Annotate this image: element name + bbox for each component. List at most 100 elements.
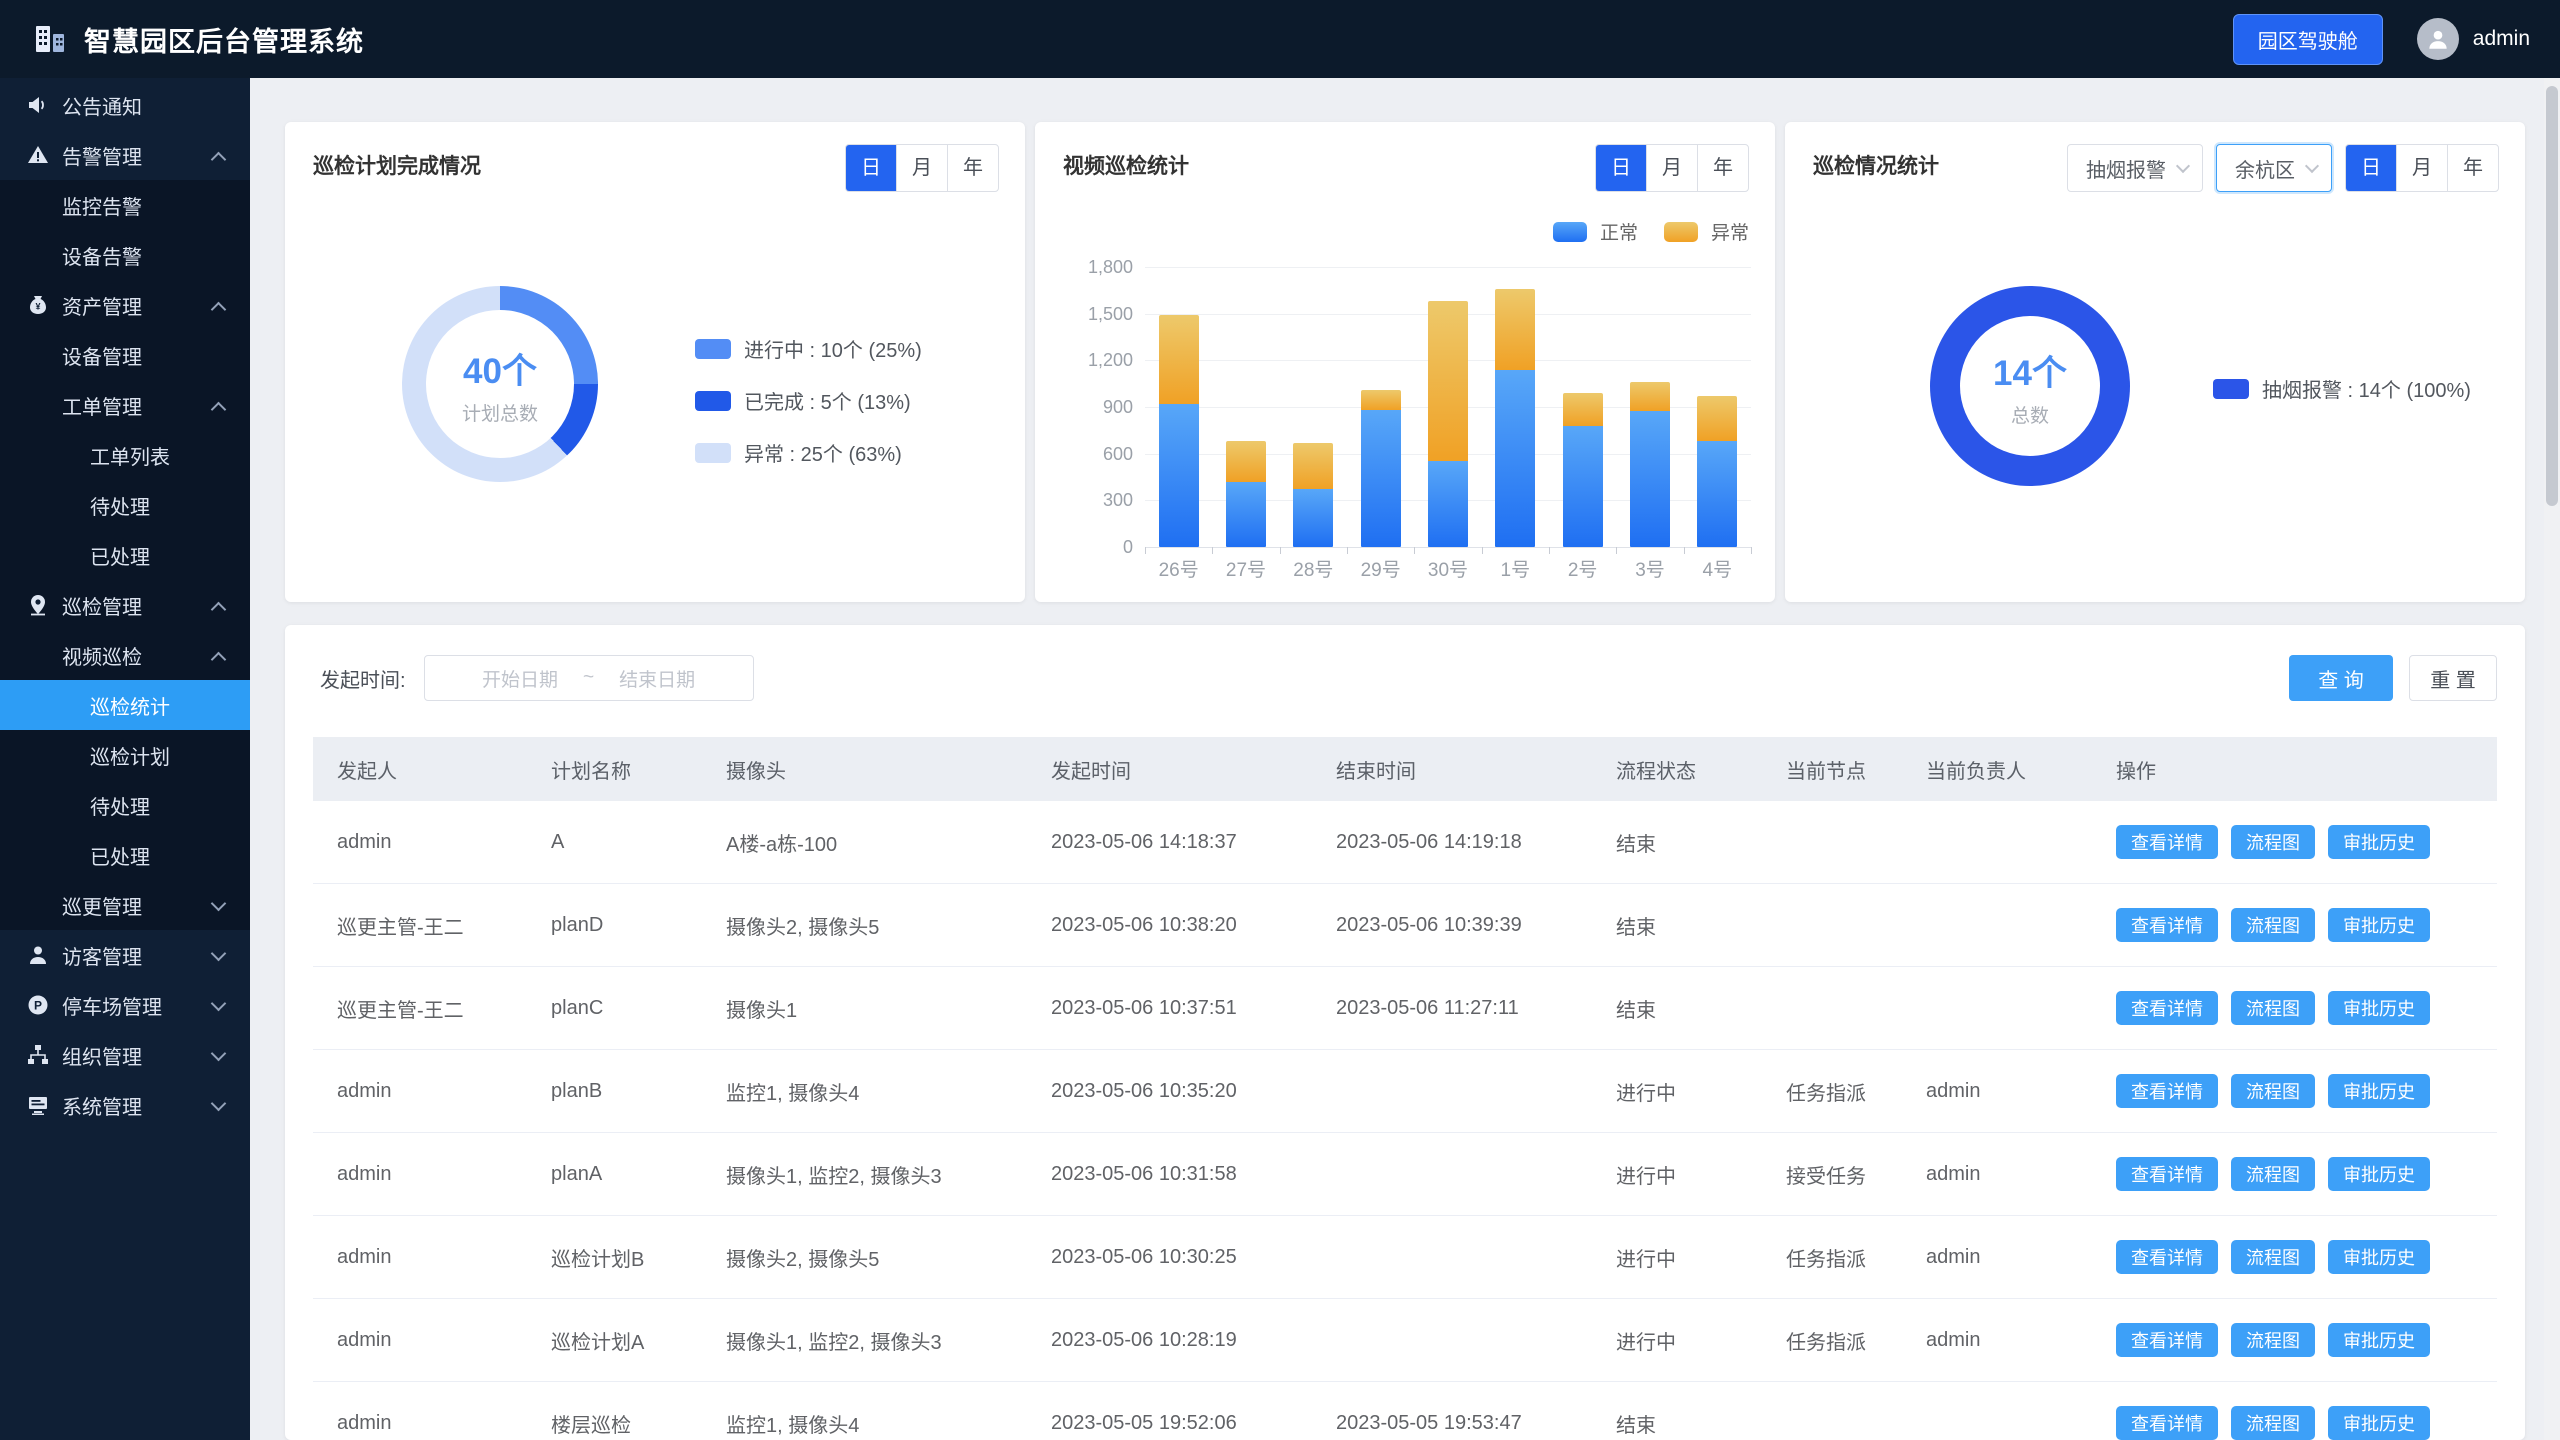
view-details-button[interactable]: 查看详情 <box>2116 1157 2218 1191</box>
sidebar-item[interactable]: 工单列表 <box>0 430 250 480</box>
period-toggle: 日月年 <box>1595 144 1749 192</box>
sidebar-item[interactable]: 公告通知 <box>0 80 250 130</box>
sidebar-item[interactable]: 告警管理 <box>0 130 250 180</box>
period-tab-2[interactable]: 年 <box>2447 145 2498 191</box>
bar-3号 <box>1630 382 1670 547</box>
view-details-button[interactable]: 查看详情 <box>2116 1240 2218 1274</box>
sidebar-item[interactable]: 巡更管理 <box>0 880 250 930</box>
avatar[interactable] <box>2416 18 2459 60</box>
sidebar-item[interactable]: 设备告警 <box>0 230 250 280</box>
sidebar-item[interactable]: 工单管理 <box>0 380 250 430</box>
flow-chart-button[interactable]: 流程图 <box>2231 1240 2315 1274</box>
x-axis-tick <box>1751 547 1752 554</box>
date-range-input[interactable]: 开始日期 ~ 结束日期 <box>423 655 754 701</box>
district-select[interactable]: 余杭区 <box>2216 144 2332 192</box>
sidebar-item-label: 巡检统计 <box>90 696 170 719</box>
sidebar-item[interactable]: 巡检计划 <box>0 730 250 780</box>
approval-history-button[interactable]: 审批历史 <box>2328 991 2430 1025</box>
scrollbar-thumb[interactable] <box>2546 86 2558 506</box>
sidebar-item[interactable]: 视频巡检 <box>0 630 250 680</box>
scrollbar[interactable] <box>2544 78 2560 1440</box>
user-menu[interactable]: admin <box>2416 18 2530 60</box>
sidebar-item[interactable]: 待处理 <box>0 480 250 530</box>
sidebar-item[interactable]: 组织管理 <box>0 1030 250 1080</box>
bar-segment-异常 <box>1158 315 1199 404</box>
situation-donut-chart: 14个 总数 <box>1930 286 2130 486</box>
view-details-button[interactable]: 查看详情 <box>2116 1074 2218 1108</box>
x-axis-tick <box>1212 547 1214 554</box>
approval-history-button[interactable]: 审批历史 <box>2328 1074 2430 1108</box>
flow-chart-button[interactable]: 流程图 <box>2231 908 2315 942</box>
flow-chart-button[interactable]: 流程图 <box>2231 991 2315 1025</box>
table-cell: A楼-a栋-100 <box>726 833 838 856</box>
table-cell: 2023-05-06 10:28:19 <box>1051 1328 1237 1351</box>
sidebar-item[interactable]: P 停车场管理 <box>0 980 250 1030</box>
sidebar-item[interactable]: 监控告警 <box>0 180 250 230</box>
flow-chart-button[interactable]: 流程图 <box>2231 1406 2315 1440</box>
flow-chart-button[interactable]: 流程图 <box>2231 1323 2315 1357</box>
card-title: 巡检计划完成情况 <box>313 155 481 178</box>
period-tab-2[interactable]: 年 <box>947 145 998 191</box>
card-patrol-situation: 巡检情况统计 抽烟报警 余杭区 日月年 14个 总数 抽烟报警 : 14个 (1… <box>1785 122 2525 602</box>
svg-text:P: P <box>34 999 42 1013</box>
approval-history-button[interactable]: 审批历史 <box>2328 1323 2430 1357</box>
cockpit-button[interactable]: 园区驾驶舱 <box>2232 13 2383 65</box>
bar-segment-正常 <box>1360 410 1401 547</box>
table-cell: 结束 <box>1616 1414 1656 1437</box>
search-button[interactable]: 查 询 <box>2289 655 2393 701</box>
table-cell: 任务指派 <box>1786 1331 1866 1354</box>
sidebar-item[interactable]: ¥ 资产管理 <box>0 280 250 330</box>
table-cell: 2023-05-06 10:37:51 <box>1051 996 1237 1019</box>
sidebar-item[interactable]: 巡检管理 <box>0 580 250 630</box>
system-icon <box>26 1093 50 1117</box>
period-tab-2[interactable]: 年 <box>1697 145 1748 191</box>
x-axis-tick <box>1414 547 1416 554</box>
period-tab-0[interactable]: 日 <box>1596 145 1646 191</box>
period-tab-0[interactable]: 日 <box>2346 145 2396 191</box>
sidebar-item[interactable]: 已处理 <box>0 530 250 580</box>
table-cell: planB <box>551 1079 603 1102</box>
sidebar-item[interactable]: 已处理 <box>0 830 250 880</box>
view-details-button[interactable]: 查看详情 <box>2116 1406 2218 1440</box>
alarm-type-select[interactable]: 抽烟报警 <box>2067 144 2203 192</box>
card-video-patrol-stats: 视频巡检统计 日月年 0 300 600 900 1,200 1,500 1,800 正常 异常… <box>1035 122 1775 602</box>
sidebar-item[interactable]: 系统管理 <box>0 1080 250 1130</box>
sidebar-item[interactable]: 巡检统计 <box>0 680 250 730</box>
card-plan-completion: 巡检计划完成情况 日月年 40个 计划总数 进行中 : 10个 (25%) 已完成… <box>285 122 1025 602</box>
bar-segment-正常 <box>1293 489 1334 547</box>
app-logo-icon <box>30 19 70 59</box>
period-tab-1[interactable]: 月 <box>2396 145 2447 191</box>
view-details-button[interactable]: 查看详情 <box>2116 991 2218 1025</box>
period-tab-0[interactable]: 日 <box>846 145 896 191</box>
sidebar-item-label: 停车场管理 <box>62 996 162 1019</box>
start-date-placeholder: 开始日期 <box>481 669 558 691</box>
period-tab-1[interactable]: 月 <box>1646 145 1697 191</box>
view-details-button[interactable]: 查看详情 <box>2116 825 2218 859</box>
patrol-icon <box>26 593 50 617</box>
approval-history-button[interactable]: 审批历史 <box>2328 1406 2430 1440</box>
reset-button[interactable]: 重 置 <box>2409 655 2497 701</box>
situation-donut-legend: 抽烟报警 : 14个 (100%) <box>2213 374 2471 403</box>
legend-item: 抽烟报警 : 14个 (100%) <box>2213 374 2471 403</box>
table-cell: A <box>551 830 565 853</box>
view-details-button[interactable]: 查看详情 <box>2116 1323 2218 1357</box>
sidebar-item-label: 巡检计划 <box>90 746 170 769</box>
approval-history-button[interactable]: 审批历史 <box>2328 1157 2430 1191</box>
approval-history-button[interactable]: 审批历史 <box>2328 825 2430 859</box>
sidebar-item[interactable]: 访客管理 <box>0 930 250 980</box>
table-cell: 接受任务 <box>1786 1165 1866 1188</box>
period-tab-1[interactable]: 月 <box>896 145 947 191</box>
y-axis-tick-label: 300 <box>1102 490 1133 511</box>
parking-icon: P <box>26 993 50 1017</box>
flow-chart-button[interactable]: 流程图 <box>2231 1074 2315 1108</box>
x-axis-tick-label: 30号 <box>1427 560 1469 581</box>
approval-history-button[interactable]: 审批历史 <box>2328 1240 2430 1274</box>
flow-chart-button[interactable]: 流程图 <box>2231 825 2315 859</box>
table-cell: 摄像头1 <box>726 999 798 1022</box>
table-actions-cell: 查看详情 流程图 审批历史 <box>2116 1074 2497 1108</box>
sidebar-item[interactable]: 设备管理 <box>0 330 250 380</box>
flow-chart-button[interactable]: 流程图 <box>2231 1157 2315 1191</box>
sidebar-item[interactable]: 待处理 <box>0 780 250 830</box>
view-details-button[interactable]: 查看详情 <box>2116 908 2218 942</box>
approval-history-button[interactable]: 审批历史 <box>2328 908 2430 942</box>
